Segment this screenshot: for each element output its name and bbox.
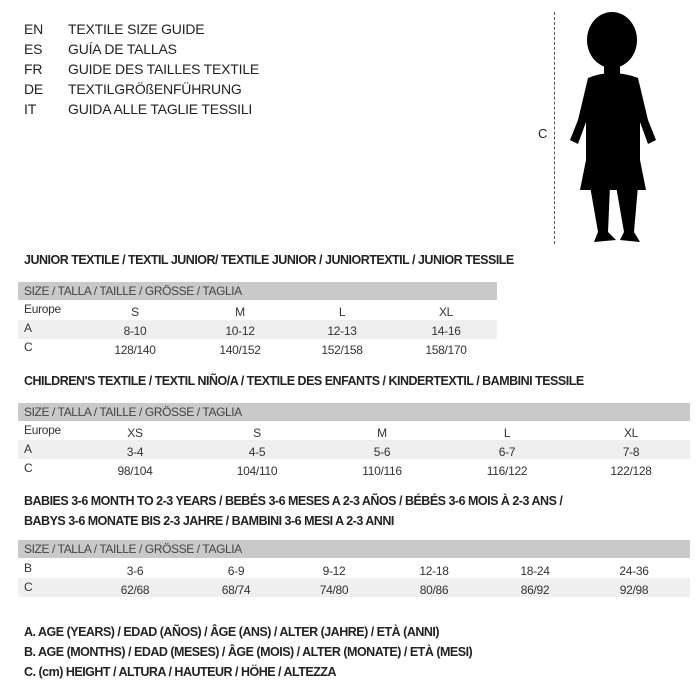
row-label: A [24, 321, 32, 335]
table-cell: 3-4 [126, 445, 144, 459]
table-cell: 158/170 [425, 343, 467, 357]
language-title: GUIDA ALLE TAGLIE TESSILI [68, 101, 253, 117]
table-cell: 5-6 [373, 445, 391, 459]
row-label: A [24, 442, 32, 456]
child-silhouette-icon [570, 12, 656, 242]
table-cell: L [503, 426, 511, 440]
height-indicator [554, 12, 555, 244]
children-header-bar: SIZE / TALLA / TAILLE / GRÖSSE / TAGLIA [18, 403, 690, 421]
legend-a: A. AGE (YEARS) / EDAD (AÑOS) / ÂGE (ANS)… [24, 625, 440, 639]
language-title: TEXTILE SIZE GUIDE [68, 21, 205, 37]
table-cell: M [377, 426, 387, 440]
table-cell: 12-18 [419, 564, 449, 578]
row-label: B [24, 561, 32, 575]
table-cell: 62/68 [120, 583, 150, 597]
junior-title: JUNIOR TEXTILE / TEXTIL JUNIOR/ TEXTILE … [24, 253, 514, 267]
table-cell: 128/140 [114, 343, 156, 357]
language-title: GUÍA DE TALLAS [68, 41, 177, 57]
table-cell: 6-9 [227, 564, 245, 578]
table-cell: 122/128 [610, 464, 652, 478]
legend-c: C. (cm) HEIGHT / ALTURA / HAUTEUR / HÖHE… [24, 665, 337, 679]
babies-header-bar: SIZE / TALLA / TAILLE / GRÖSSE / TAGLIA [18, 540, 690, 558]
table-cell: 152/158 [321, 343, 363, 357]
table-cell: L [338, 305, 346, 319]
table-cell: 86/92 [520, 583, 550, 597]
row-label: C [24, 340, 33, 354]
children-title-text: CHILDREN'S TEXTILE / TEXTIL NIÑO/A / TEX… [24, 374, 584, 388]
row-shading [18, 578, 690, 597]
language-code: DE [24, 81, 44, 97]
table-cell: 6-7 [498, 445, 516, 459]
table-cell: 140/152 [219, 343, 261, 357]
table-cell: 18-24 [520, 564, 550, 578]
row-shading [18, 320, 497, 339]
table-cell: 9-12 [322, 564, 346, 578]
language-title: GUIDE DES TAILLES TEXTILE [68, 61, 260, 77]
language-code: FR [24, 61, 43, 77]
junior-header-bar: SIZE / TALLA / TAILLE / GRÖSSE / TAGLIA [18, 282, 497, 300]
table-cell: 110/116 [362, 464, 402, 478]
table-cell: 98/104 [117, 464, 153, 478]
legend-b: B. AGE (MONTHS) / EDAD (MESES) / ÂGE (MO… [24, 645, 473, 659]
table-cell: 8-10 [123, 324, 147, 338]
language-code: EN [24, 21, 44, 37]
table-cell: 104/110 [236, 464, 278, 478]
table-cell: 4-5 [248, 445, 266, 459]
table-cell: M [235, 305, 245, 319]
table-cell: XL [623, 426, 639, 440]
height-label: C [538, 126, 548, 141]
table-cell: 68/74 [221, 583, 251, 597]
row-label: C [24, 580, 33, 594]
table-cell: XL [438, 305, 454, 319]
table-cell: 92/98 [619, 583, 649, 597]
babies-title-line2: BABYS 3-6 MONATE BIS 2-3 JAHRE / BAMBINI… [24, 514, 394, 528]
table-cell: S [131, 305, 139, 319]
row-label: C [24, 461, 33, 475]
language-title: TEXTILGRÖßENFÜHRUNG [68, 81, 242, 97]
table-cell: 74/80 [319, 583, 349, 597]
table-cell: S [253, 426, 261, 440]
table-cell: 24-36 [619, 564, 649, 578]
table-cell: 12-13 [327, 324, 357, 338]
row-shading [18, 440, 690, 459]
children-title: CHILDREN'S TEXTILE / TEXTIL NIÑO/A / TEX… [24, 374, 584, 388]
language-code: IT [24, 101, 37, 117]
table-cell: 3-6 [126, 564, 144, 578]
table-cell: 7-8 [622, 445, 640, 459]
row-label: Europe [24, 423, 61, 437]
table-cell: 14-16 [431, 324, 461, 338]
table-cell: 80/86 [419, 583, 449, 597]
table-cell: 10-12 [225, 324, 255, 338]
row-label: Europe [24, 302, 61, 316]
babies-title-line1: BABIES 3-6 MONTH TO 2-3 YEARS / BEBÉS 3-… [24, 494, 563, 508]
table-cell: XS [127, 426, 143, 440]
language-code: ES [24, 41, 43, 57]
table-cell: 116/122 [486, 464, 528, 478]
